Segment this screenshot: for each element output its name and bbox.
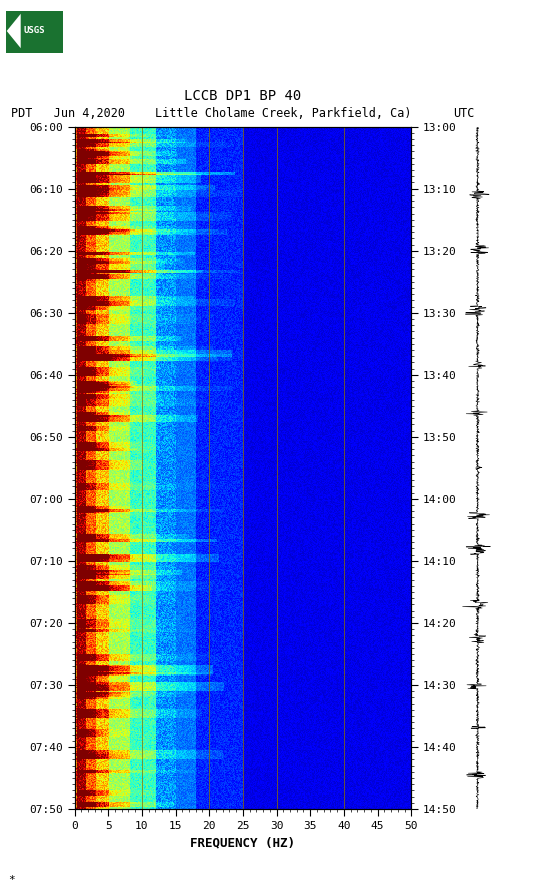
FancyBboxPatch shape <box>6 12 63 54</box>
Text: UTC: UTC <box>453 107 474 120</box>
Text: PDT   Jun 4,2020: PDT Jun 4,2020 <box>11 107 125 120</box>
Polygon shape <box>7 13 21 48</box>
Text: Little Cholame Creek, Parkfield, Ca): Little Cholame Creek, Parkfield, Ca) <box>155 107 411 120</box>
Text: USGS: USGS <box>24 27 45 36</box>
X-axis label: FREQUENCY (HZ): FREQUENCY (HZ) <box>190 837 295 849</box>
Text: LCCB DP1 BP 40: LCCB DP1 BP 40 <box>184 89 301 103</box>
Text: *: * <box>8 875 15 885</box>
